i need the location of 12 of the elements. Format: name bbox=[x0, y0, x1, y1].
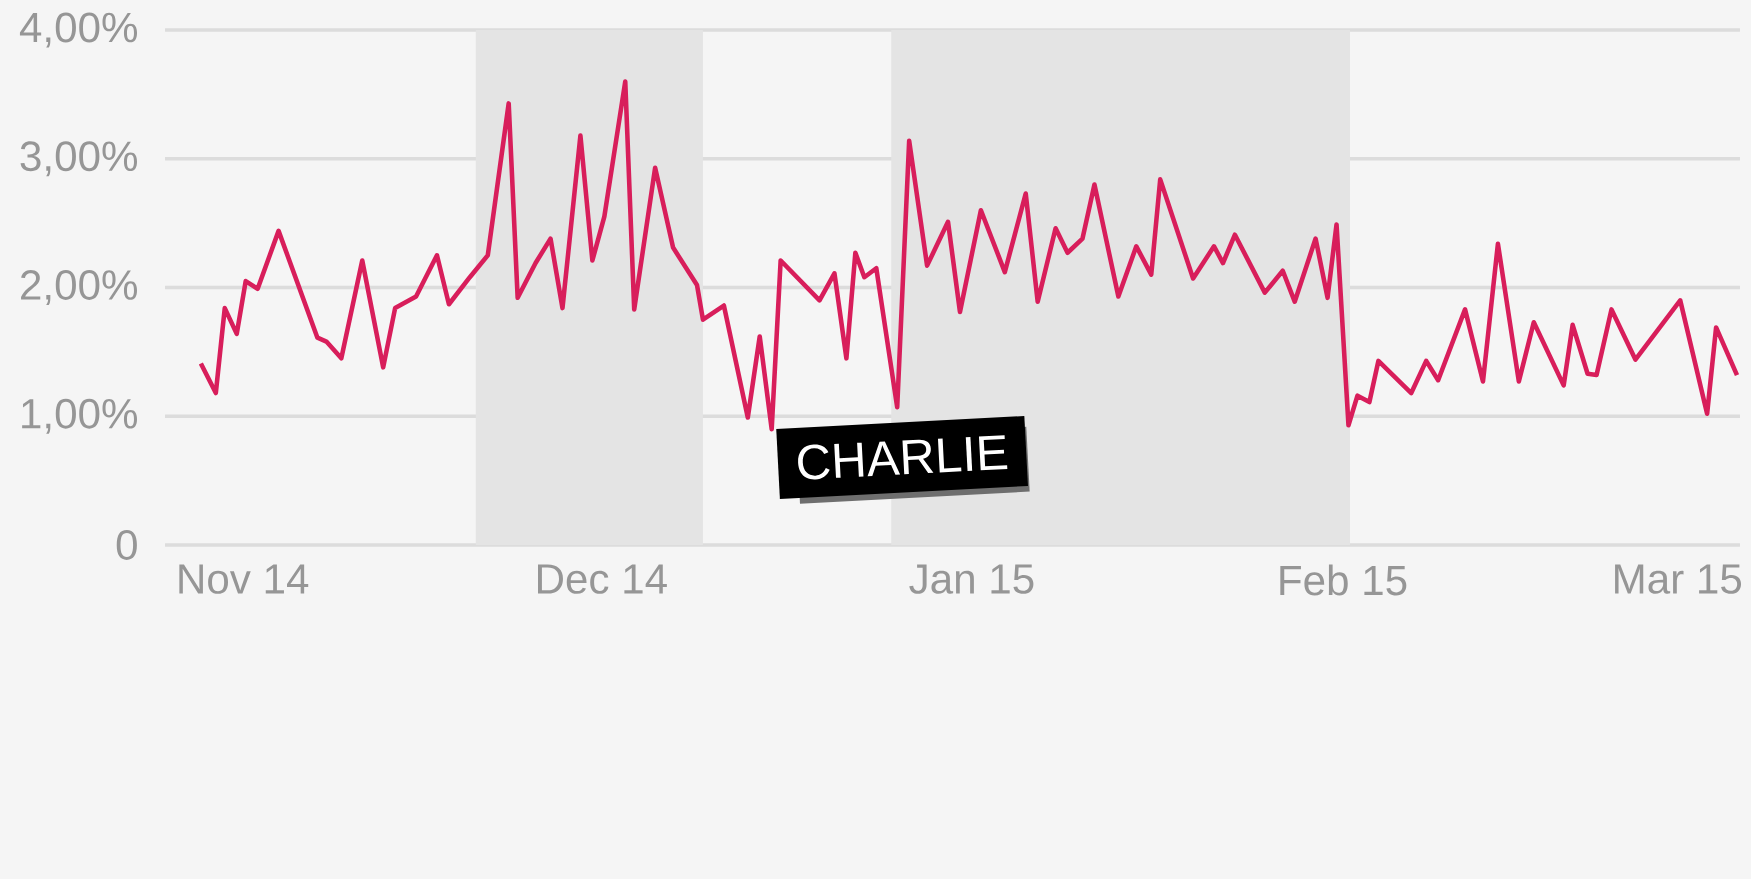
y-tick-label: 1,00% bbox=[22, 398, 138, 434]
x-tick-label: Jan 15 bbox=[909, 564, 1034, 594]
x-tick-label: Feb 15 bbox=[1280, 564, 1407, 596]
x-tick-label: Mar 15 bbox=[1615, 564, 1742, 594]
y-tick-label: 0 bbox=[116, 530, 137, 560]
y-tick-label: 3,00% bbox=[20, 141, 138, 177]
annotation: CHARLIE bbox=[798, 435, 1008, 480]
line-series bbox=[198, 79, 1740, 432]
y-tick-label: 4,00% bbox=[19, 12, 138, 48]
y-tick-label: 2,00% bbox=[21, 270, 138, 305]
x-tick-label: Dec 14 bbox=[538, 564, 667, 594]
x-tick-label: Nov 14 bbox=[179, 564, 309, 594]
